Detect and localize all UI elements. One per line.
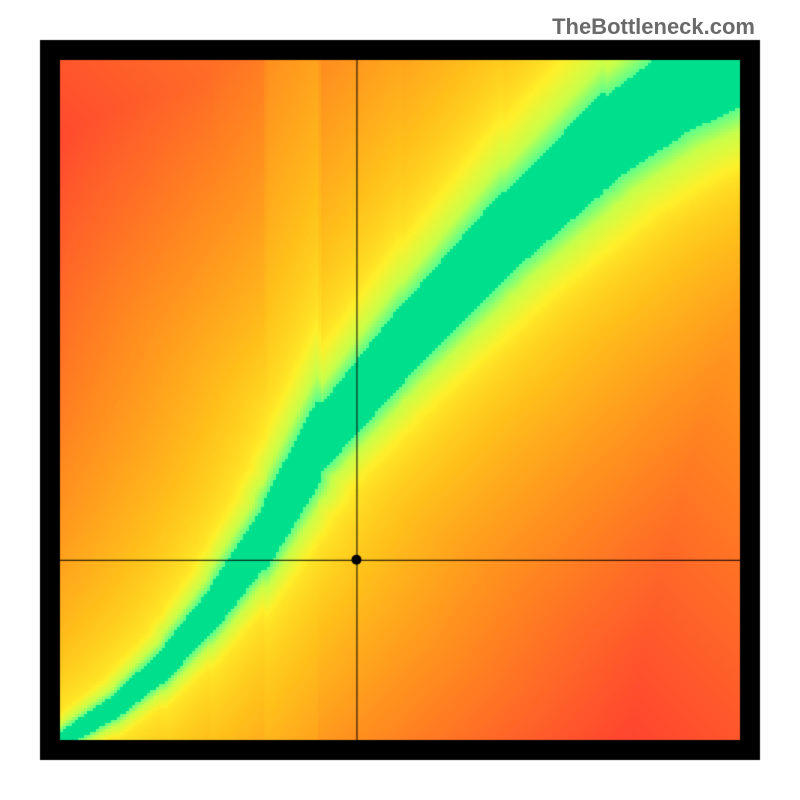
bottleneck-heatmap (0, 0, 800, 800)
watermark-text: TheBottleneck.com (552, 14, 755, 40)
chart-stage: TheBottleneck.com (0, 0, 800, 800)
